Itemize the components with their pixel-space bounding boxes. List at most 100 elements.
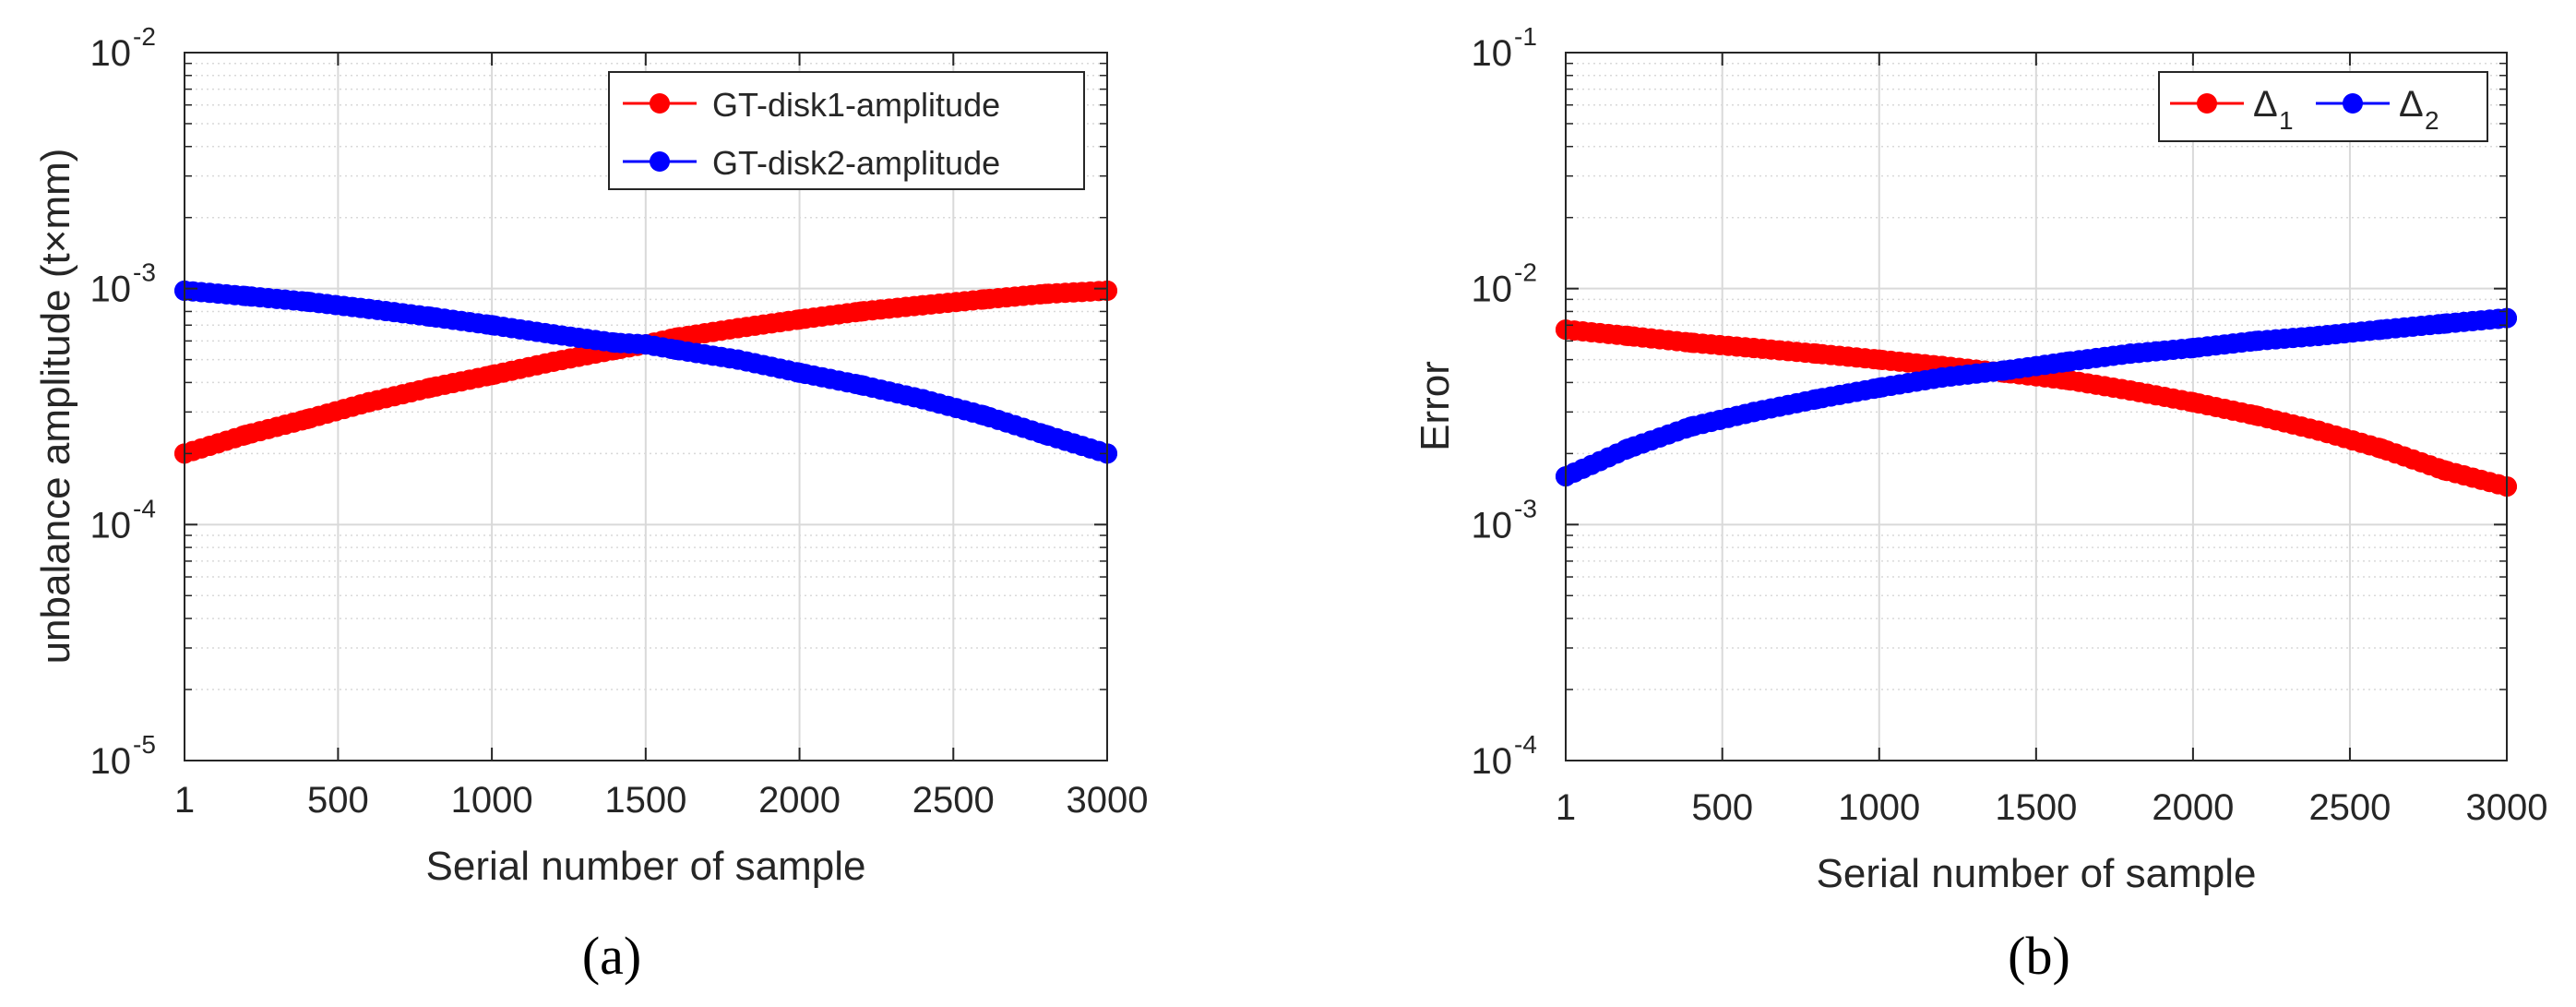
y-tick-label-exponent: -3 (133, 258, 156, 287)
y-tick-label-exponent: -2 (1514, 258, 1537, 287)
y-tick-label: 10 (90, 505, 132, 545)
data-point (789, 362, 810, 383)
x-tick-label: 2500 (912, 780, 995, 821)
panel-b: 10 -410 -310 -210 -11 500 1000 1500 2000 2500 3000… (1413, 22, 2547, 986)
y-axis-label: Error (1413, 361, 1458, 451)
y-tick-label-exponent: -3 (1514, 494, 1537, 522)
data-point (1743, 338, 1764, 359)
data-point (420, 378, 441, 399)
x-tick-label: 1500 (604, 780, 686, 821)
x-tick-label: 3000 (2466, 787, 2548, 828)
legend-marker-series1 (650, 93, 670, 114)
data-point (543, 351, 564, 372)
legend-label-series2: GT-disk2-amplitude (712, 144, 1000, 182)
data-point (2119, 380, 2141, 402)
y-tick-label-exponent: -4 (1514, 730, 1537, 759)
data-point (482, 315, 503, 336)
data-point (235, 285, 256, 306)
data-point (2245, 405, 2266, 426)
y-tick-label: 10 (90, 741, 132, 782)
legend-a: GT-disk1-amplitude GT-disk2-amplitude (608, 71, 1085, 190)
data-point (2182, 338, 2203, 359)
legend-marker-delta1 (2197, 93, 2217, 114)
panel-label-b: (b) (2008, 926, 2070, 986)
data-point (235, 425, 256, 446)
y-tick-label: 10 (1472, 33, 1513, 74)
x-tick-label: 1 (1556, 787, 1576, 828)
legend-label-delta2: Δ (2399, 84, 2424, 125)
data-point (912, 389, 933, 410)
legend-label-delta1: Δ (2253, 84, 2278, 125)
x-tick-label: 3000 (1067, 780, 1149, 821)
data-point (973, 405, 995, 426)
data-point (1617, 325, 1639, 346)
data-point (789, 309, 810, 330)
x-tick-label: 500 (307, 780, 369, 821)
data-point (2057, 369, 2078, 390)
panel-a: 10 -510 -410 -310 -21 500 1000 1500 2000 2500 3000… (33, 22, 1148, 986)
ticks-b: 10 -410 -310 -210 -11 500 1000 1500 2000 2500 3000 (1472, 22, 2548, 828)
data-point (727, 318, 748, 339)
x-tick-label: 2000 (2152, 787, 2234, 828)
data-point (2308, 420, 2329, 441)
legend-label-delta1-subscript: 1 (2279, 106, 2294, 135)
legend-marker-delta2 (2343, 93, 2363, 114)
data-point (727, 349, 748, 370)
data-point (635, 334, 656, 355)
y-tick-label: 10 (1472, 741, 1513, 782)
data-point (1806, 389, 1827, 410)
data-point (358, 298, 379, 319)
x-tick-label: 1000 (451, 780, 533, 821)
y-tick-label: 10 (90, 270, 132, 310)
x-tick-label: 1 (174, 780, 195, 821)
data-point (420, 306, 441, 328)
data-point (1931, 366, 1952, 388)
data-point (2370, 319, 2391, 341)
data-point (973, 289, 995, 310)
data-point (1680, 416, 1701, 438)
series-b-series2 (1556, 307, 2517, 487)
data-point (1617, 438, 1639, 459)
data-point (604, 332, 626, 354)
y-axis-label: unbalance amplitude (t×mm) (33, 149, 78, 665)
y-tick-label-exponent: -4 (133, 494, 156, 522)
data-point (2308, 325, 2329, 346)
data-point (297, 291, 318, 312)
marks-b (1556, 307, 2517, 498)
data-point (358, 391, 379, 413)
y-tick-label-exponent: -2 (133, 22, 156, 51)
data-point (2057, 351, 2078, 372)
marks-a (174, 280, 1117, 464)
data-point (1743, 402, 1764, 423)
x-axis-label: Serial number of sample (1817, 851, 2257, 896)
y-tick-label: 10 (1472, 505, 1513, 545)
legend-label-series1: GT-disk1-amplitude (712, 86, 1000, 124)
data-point (2433, 313, 2454, 334)
data-point (482, 365, 503, 386)
data-point (851, 301, 872, 322)
data-point (2119, 343, 2141, 365)
legend-b: Δ 1 Δ 2 (2158, 71, 2488, 142)
data-point (1994, 360, 2015, 381)
y-tick-label-exponent: -1 (1514, 22, 1537, 51)
x-tick-label: 2000 (758, 780, 841, 821)
series-a-series2 (174, 280, 1117, 464)
data-point (851, 375, 872, 396)
legend-box-a (608, 71, 1085, 190)
y-tick-label: 10 (90, 33, 132, 74)
y-tick-label: 10 (1472, 270, 1513, 310)
data-point (1680, 332, 1701, 354)
data-point (666, 340, 687, 361)
data-point (1868, 378, 1890, 399)
data-point (912, 294, 933, 316)
x-tick-label: 2500 (2308, 787, 2391, 828)
legend-marker-series2 (650, 151, 670, 172)
x-tick-label: 500 (1691, 787, 1753, 828)
data-point (2245, 330, 2266, 352)
ticks-a: 10 -510 -410 -310 -21 500 1000 1500 2000 2500 3000 (90, 22, 1149, 821)
data-point (2182, 391, 2203, 413)
y-tick-label-exponent: -5 (133, 730, 156, 759)
data-point (297, 409, 318, 430)
x-axis-label: Serial number of sample (426, 844, 866, 889)
